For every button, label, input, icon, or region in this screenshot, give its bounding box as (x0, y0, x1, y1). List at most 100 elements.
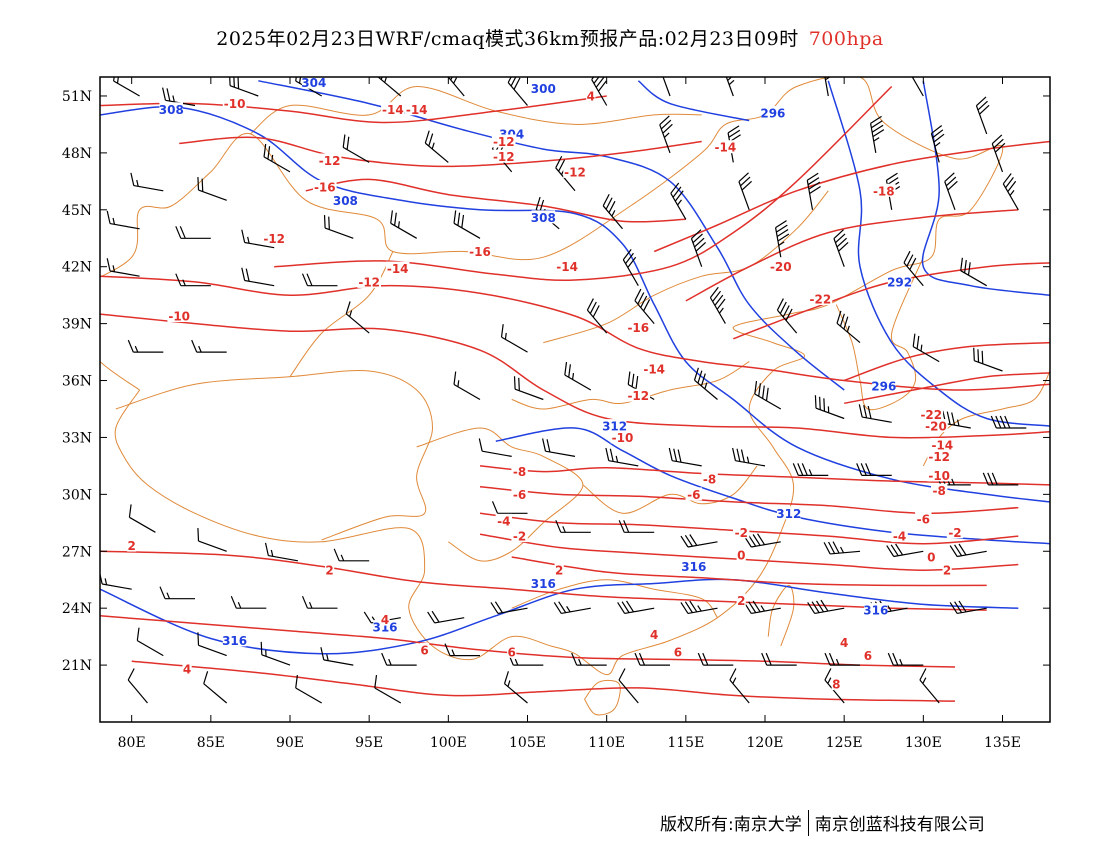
wind-barb-flag (716, 298, 726, 310)
wind-barb (634, 652, 670, 666)
wind-barb-half (663, 132, 670, 138)
y-tick-label: 24N (62, 601, 92, 617)
wind-barb-half (846, 325, 850, 333)
wind-barb-flag (245, 268, 250, 282)
wind-barb (605, 447, 639, 467)
wind-barb-half (104, 578, 108, 585)
temperature-contour--20 (685, 209, 1019, 302)
copyright-footer: 版权所有:南京大学 南京创蓝科技有限公司 (660, 810, 985, 836)
wind-barb-half (397, 221, 400, 228)
x-tick-label: 80E (118, 735, 146, 751)
wind-barb-half (677, 199, 682, 206)
wind-barb (991, 134, 1006, 173)
wind-barb-flag (741, 180, 752, 191)
wind-barb-flag (689, 534, 698, 546)
wind-barb-half (835, 658, 840, 666)
wind-barb-staff (545, 450, 576, 457)
height-label: 300 (531, 82, 556, 96)
wind-barb-flag (823, 64, 836, 71)
wind-barb-staff (912, 346, 940, 363)
temperature-label: -2 (948, 526, 961, 540)
contour-label-bg (733, 525, 750, 539)
wind-barb-staff (564, 374, 592, 391)
wind-barb (618, 520, 655, 533)
wind-barb (776, 298, 798, 334)
wind-barb-staff (453, 383, 481, 401)
wind-barb (1002, 173, 1019, 211)
temperature-contour-4 (100, 615, 956, 668)
wind-barb-flag (295, 675, 298, 689)
contour-label-bg (313, 180, 337, 193)
wind-barb-half (504, 332, 507, 340)
wind-barb-flag (728, 129, 741, 138)
wind-barb-staff (754, 393, 782, 410)
wind-barb-flag (510, 77, 518, 87)
wind-barb-staff (862, 416, 892, 423)
wind-barb-staff (374, 687, 402, 704)
wind-barb-half (166, 592, 171, 599)
contour-label-bg (927, 468, 951, 482)
height-label: 312 (602, 420, 627, 434)
copyright-separator (807, 810, 809, 836)
wind-barb (444, 643, 480, 657)
contour-label-bg (736, 593, 746, 607)
wind-barb-flag (721, 59, 734, 68)
contour-label-bg (682, 559, 706, 573)
wind-barb (571, 652, 607, 666)
wind-barb (586, 298, 608, 334)
wind-barb-flag (807, 602, 816, 614)
wind-barb-staff (244, 279, 275, 287)
contour-label-bg (381, 102, 405, 116)
wind-barb-flag (670, 182, 680, 194)
height-label: 308 (531, 211, 556, 225)
wind-barb-flag (824, 68, 837, 75)
wind-barb-staff (735, 460, 766, 467)
wind-barb-flag (863, 405, 868, 419)
x-tick-label: 85E (197, 735, 225, 751)
wind-barb-flag (945, 176, 957, 187)
wind-barb-flag (634, 652, 641, 666)
wind-barb-flag (564, 362, 568, 376)
wind-barb (507, 77, 528, 106)
wind-barb-flag (267, 146, 271, 160)
wind-barb-half (825, 77, 832, 81)
wind-barb (333, 548, 370, 562)
axis-layer: 80E 85E 90E 95E 100E 105E 110E 115E 120E 125E 130E… (62, 77, 1050, 751)
wind-barb-flag (301, 273, 309, 286)
height-label: 308 (333, 194, 358, 208)
wind-barb-flag (903, 250, 911, 263)
wind-barb-flag (809, 186, 821, 195)
temperature-label: -10 (612, 431, 634, 445)
temperature-label: -12 (564, 165, 586, 179)
wind-barb (127, 668, 148, 704)
wind-barb-flag (776, 298, 784, 311)
wind-barb-staff (869, 123, 877, 154)
wind-barb-flag (618, 668, 626, 681)
wind-barb-flag (890, 544, 899, 557)
temperature-label: 0 (927, 551, 935, 565)
wind-barb (191, 339, 227, 353)
wind-barb-staff (814, 607, 845, 615)
temperature-label: 6 (420, 643, 428, 657)
wind-barb-staff (776, 309, 798, 334)
contour-label-bg (831, 677, 841, 691)
contour-label-bg (511, 464, 528, 478)
temperature-label: -14 (556, 260, 578, 274)
temperature-contour--14 (274, 85, 893, 282)
wind-barb-staff (822, 77, 829, 97)
contour-label-bg (946, 525, 964, 539)
copyright-left: 版权所有:南京大学 (660, 815, 802, 835)
wind-barb-half (198, 345, 202, 353)
wind-barb-half (732, 677, 737, 684)
wind-barb (824, 668, 845, 704)
wind-barb-flag (442, 61, 454, 73)
wind-barb-staff (602, 205, 623, 230)
wind-barb-flag (692, 233, 703, 244)
wind-barb-flag (507, 77, 515, 83)
wind-barb (197, 528, 227, 552)
wind-barb-staff (345, 313, 370, 334)
wind-barb-flag (106, 210, 111, 224)
temperature-label: 6 (674, 645, 682, 659)
temperature-label: -10 (928, 469, 950, 483)
wind-barb (553, 601, 591, 615)
